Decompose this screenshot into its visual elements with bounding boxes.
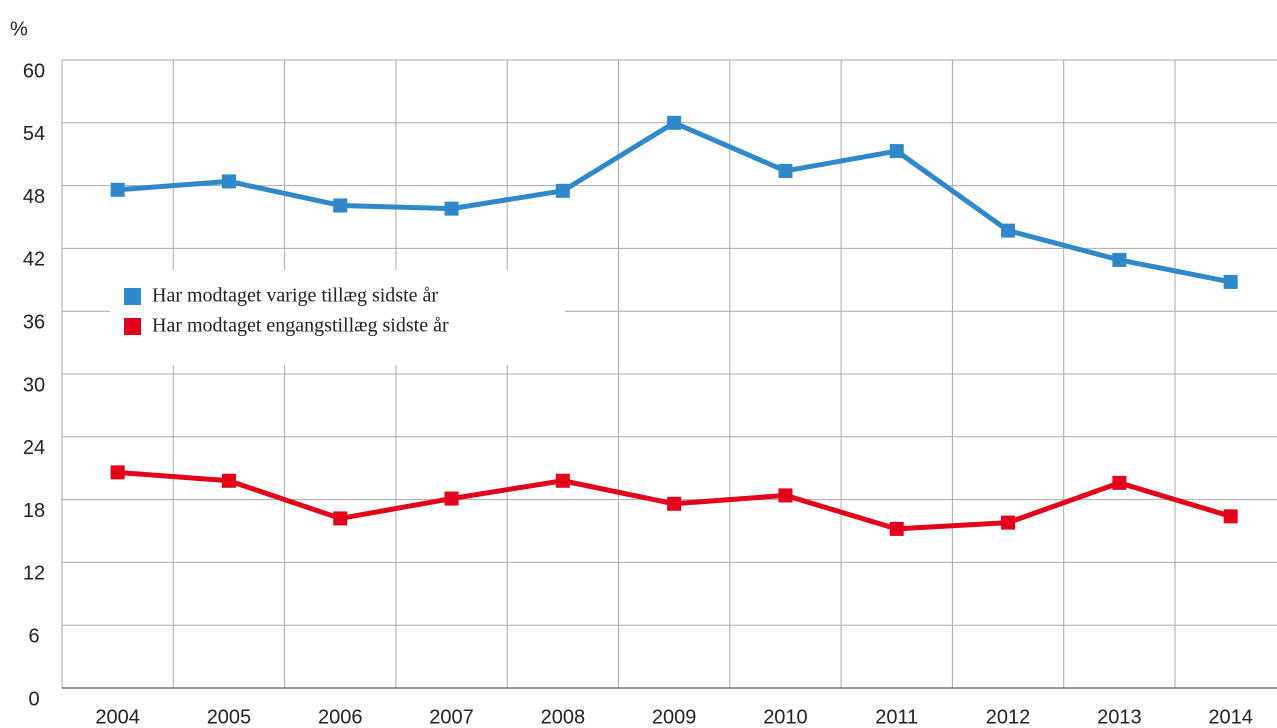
point-marker	[667, 115, 682, 130]
point-marker	[333, 198, 348, 213]
x-tick-label: 2006	[318, 706, 363, 728]
y-tick-label: 60	[23, 60, 45, 82]
point-marker	[444, 201, 459, 216]
y-tick-label: 12	[23, 563, 45, 585]
x-tick-label: 2007	[429, 706, 474, 728]
point-marker	[1112, 252, 1127, 267]
legend-box	[110, 270, 565, 365]
y-tick-label: 0	[28, 688, 39, 710]
x-tick-label: 2005	[207, 706, 252, 728]
y-tick-label: 18	[23, 500, 45, 522]
point-marker	[1223, 274, 1238, 289]
y-tick-label: 54	[23, 123, 45, 145]
y-tick-label: 6	[28, 625, 39, 647]
point-marker	[444, 491, 459, 506]
y-tick-label: 36	[23, 311, 45, 333]
x-tick-label: 2004	[95, 706, 140, 728]
legend-label: Har modtaget varige tillæg sidste år	[152, 285, 438, 307]
y-tick-label: 48	[23, 186, 45, 208]
point-marker	[1001, 223, 1016, 238]
x-tick-label: 2009	[652, 706, 697, 728]
x-tick-label: 2008	[541, 706, 586, 728]
point-marker	[555, 183, 570, 198]
x-tick-label: 2010	[763, 706, 808, 728]
point-marker	[555, 473, 570, 488]
point-marker	[333, 511, 348, 526]
point-marker	[889, 521, 904, 536]
y-axis-label: %	[10, 18, 28, 40]
point-marker	[1001, 515, 1016, 530]
point-marker	[221, 174, 236, 189]
y-tick-label: 24	[23, 437, 45, 459]
x-tick-label: 2014	[1208, 706, 1253, 728]
x-tick-label: 2013	[1097, 706, 1142, 728]
point-marker	[110, 465, 125, 480]
y-tick-label: 30	[23, 374, 45, 396]
point-marker	[1112, 475, 1127, 490]
x-tick-label: 2011	[875, 706, 918, 728]
point-marker	[667, 496, 682, 511]
legend-label: Har modtaget engangstillæg sidste år	[152, 315, 449, 337]
point-marker	[110, 182, 125, 197]
legend-swatch	[124, 318, 141, 335]
legend: Har modtaget varige tillæg sidste år Har …	[110, 270, 565, 365]
point-marker	[778, 163, 793, 178]
point-marker	[221, 473, 236, 488]
legend-swatch	[124, 288, 141, 305]
x-tick-label: 2012	[986, 706, 1031, 728]
y-tick-label: 42	[23, 249, 45, 271]
grid: 0 6 12 18 24 30 36 42 48 54 60 2004 2005 2006 2007 2008…	[23, 59, 1277, 728]
point-marker	[778, 488, 793, 503]
point-marker	[1223, 509, 1238, 524]
point-marker	[889, 144, 904, 159]
plot	[110, 115, 1238, 536]
